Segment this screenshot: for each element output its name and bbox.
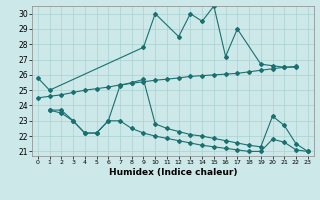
X-axis label: Humidex (Indice chaleur): Humidex (Indice chaleur) bbox=[108, 168, 237, 177]
